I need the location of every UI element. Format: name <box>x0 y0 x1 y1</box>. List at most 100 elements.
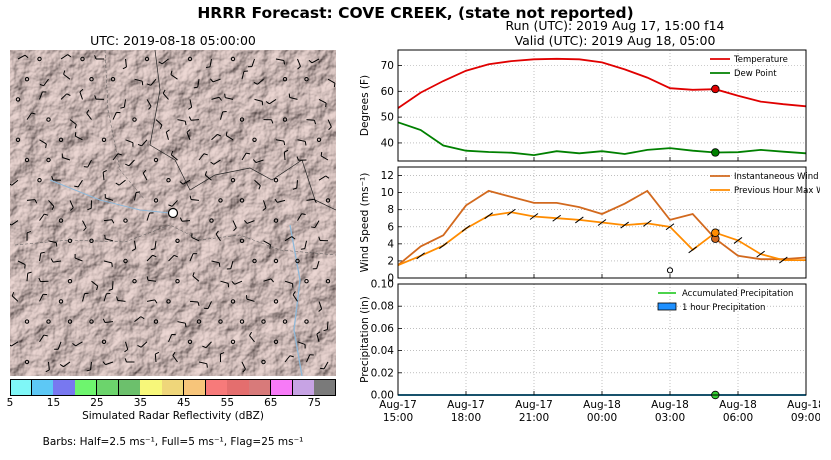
calm-wind-marker <box>153 198 159 203</box>
wind-barb-shaft <box>125 139 134 144</box>
calm-wind-marker <box>46 117 51 122</box>
wind-barb-flag <box>10 344 12 347</box>
wind-barb-shaft <box>190 198 200 201</box>
wind-barb-flag <box>45 143 47 148</box>
wind-barb-flag <box>51 206 55 211</box>
wind-barb-flag <box>124 349 129 353</box>
wind-barb-flag <box>173 254 178 258</box>
colorbar-swatch <box>118 379 141 396</box>
wind-barb-shaft <box>241 71 245 80</box>
wind-barb-flag <box>152 254 157 258</box>
wind-barb-flag <box>289 355 294 358</box>
wind-barb-shaft <box>154 353 157 363</box>
calm-wind-marker <box>46 319 51 324</box>
chart-panel-2: 0 2 4 6 8 10 12 Wind Speed (ms⁻¹) Instantaneous … <box>359 166 820 285</box>
calm-wind-marker <box>58 299 64 304</box>
wind-barb-shaft <box>241 361 246 370</box>
wind-barb-flag <box>265 101 270 105</box>
wind-barb-flag <box>11 292 15 297</box>
wind-barb-flag <box>102 169 107 173</box>
wind-barb-flag <box>206 363 208 368</box>
calm-wind-marker <box>230 339 236 344</box>
wind-barb-shaft <box>87 159 92 168</box>
wind-barb-flag <box>86 109 90 114</box>
wind-barb-shaft <box>192 275 200 282</box>
calm-wind-marker <box>80 56 85 62</box>
x-tick-label-time: 09:00 <box>791 412 820 424</box>
wind-barb-flag <box>55 242 58 247</box>
calm-wind-marker <box>110 77 116 82</box>
wind-barb-flag <box>43 334 48 337</box>
wind-barb-flag <box>292 291 296 296</box>
wind-barb-flag <box>249 331 252 336</box>
wind-barb-shaft <box>177 321 186 324</box>
wind-barb-shaft <box>320 155 329 161</box>
wind-barb-shaft <box>154 240 157 249</box>
wind-barb <box>461 225 471 232</box>
wind-barb-flag <box>204 171 208 176</box>
wind-barb-shaft <box>63 361 71 368</box>
calm-wind-marker <box>153 319 159 324</box>
calm-wind-marker <box>273 218 279 223</box>
colorbar-swatch <box>249 379 272 396</box>
wind-barb-flag <box>203 153 208 156</box>
wind-barb-flag <box>179 181 184 185</box>
chart-panel-1: 40 50 60 70 Degrees (F) Temperature Dew Point <box>359 49 807 162</box>
x-tick-label-date: Aug-17 <box>447 399 485 411</box>
wind-barb-flag <box>283 60 286 65</box>
wind-barb-flag <box>162 89 166 94</box>
wind-barb-shaft <box>134 316 142 322</box>
calm-wind-marker <box>304 279 309 284</box>
wind-barb-shaft <box>177 119 186 122</box>
station-location-marker <box>167 207 179 219</box>
wind-barb-shaft <box>269 98 277 105</box>
wind-barb-shaft <box>26 199 36 201</box>
wind-barb <box>597 219 607 226</box>
calm-wind-marker <box>304 319 309 324</box>
wind-barb-shaft <box>74 257 83 262</box>
wind-barb-shaft <box>103 293 107 302</box>
wind-barb-flag <box>66 93 71 96</box>
wind-barb <box>756 250 765 258</box>
wind-barb-shaft <box>205 341 212 348</box>
wind-barb-shaft <box>220 280 229 284</box>
wind-barb-shaft <box>11 220 19 226</box>
wind-barb-flag <box>74 124 77 129</box>
colorbar-swatch <box>183 379 207 396</box>
wind-barb-shaft <box>134 240 137 249</box>
wind-barb-flag <box>45 369 50 373</box>
wind-barb-flag <box>218 96 222 101</box>
wind-barb-flag <box>137 143 142 147</box>
wind-barb-shaft <box>198 361 207 365</box>
wind-barb <box>552 214 561 222</box>
wind-barb-shaft <box>316 333 320 342</box>
wind-barb-flag <box>192 272 195 277</box>
wind-barb-shaft <box>304 240 307 249</box>
wind-barb-shaft <box>62 157 71 161</box>
wind-barb-flag <box>189 195 192 200</box>
wind-barb-shaft <box>215 233 221 242</box>
wind-barb-shaft <box>189 99 193 108</box>
calm-wind-marker <box>153 157 159 163</box>
wind-barb-flag <box>10 183 13 186</box>
wind-barb-shaft <box>232 220 237 229</box>
x-tick-label-time: 03:00 <box>655 412 685 424</box>
wind-barb-shaft <box>189 253 194 262</box>
legend-label: Previous Hour Max Wind <box>734 186 820 196</box>
wind-barb-shaft <box>161 58 169 65</box>
wind-barb-shaft <box>314 220 320 228</box>
wind-barb-flag <box>320 151 323 157</box>
y-tick-label: 0.10 <box>371 279 394 291</box>
calm-wind-marker <box>295 258 300 264</box>
wind-barb-shaft <box>75 135 83 141</box>
x-tick-label-time: 06:00 <box>723 412 753 424</box>
wind-barb-flag <box>233 227 237 232</box>
wind-barb-shaft <box>118 179 126 186</box>
wind-barb-shaft <box>211 133 218 141</box>
calm-wind-marker <box>89 319 94 324</box>
wind-barb-shaft <box>134 192 137 201</box>
wind-barb-flag <box>291 236 296 240</box>
wind-barb-shaft <box>103 260 112 264</box>
calm-wind-marker <box>101 339 107 344</box>
